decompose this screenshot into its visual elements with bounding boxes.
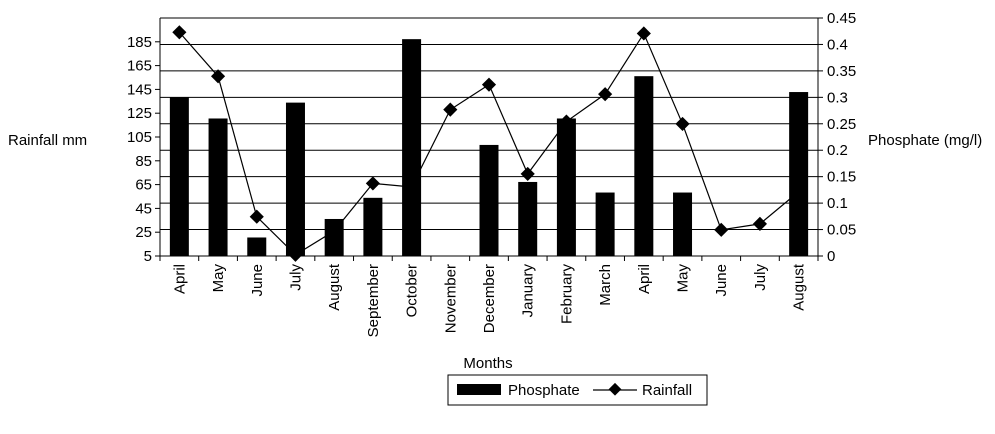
right-tick-label-2: 0.1 xyxy=(827,195,848,212)
left-axis-ticks: 5 25 45 65 85 105 125 145 165 185 xyxy=(127,34,160,265)
phosphate-bars xyxy=(169,39,809,257)
rainfall-marker-8 xyxy=(481,77,497,92)
phosphate-bar-9 xyxy=(518,181,538,256)
left-tick-label-0: 5 xyxy=(144,248,152,265)
rainfall-marker-4 xyxy=(327,223,342,239)
phosphate-bar-11 xyxy=(595,192,615,256)
category-label-2: June xyxy=(249,264,266,297)
rainfall-marker-9 xyxy=(520,166,535,181)
legend-phosphate-label: Phosphate xyxy=(508,382,580,399)
legend-rainfall-label: Rainfall xyxy=(642,382,692,399)
left-tick-label-1: 25 xyxy=(135,224,152,241)
left-tick-label-6: 125 xyxy=(127,105,152,122)
right-tick-label-0: 0 xyxy=(827,248,835,265)
category-label-8: December xyxy=(481,264,498,333)
right-axis-ticks: 0 0.05 0.1 0.15 0.2 0.25 0.3 0.35 0.4 0.45 xyxy=(818,10,856,265)
rainfall-marker-2 xyxy=(249,209,264,224)
category-label-15: July xyxy=(752,264,769,291)
category-label-9: January xyxy=(520,264,537,318)
rainfall-marker-5 xyxy=(365,176,380,191)
phosphate-bar-12 xyxy=(634,76,654,256)
category-label-5: September xyxy=(365,264,382,337)
axes xyxy=(159,18,819,261)
rainfall-marker-7 xyxy=(443,102,458,117)
rainfall-marker-14 xyxy=(714,222,729,237)
legend-phosphate-swatch xyxy=(457,384,501,395)
rainfall-marker-12 xyxy=(636,26,651,41)
rainfall-marker-16 xyxy=(791,184,806,199)
category-labels: April May June July August September October No… xyxy=(171,263,807,337)
category-label-11: March xyxy=(597,264,614,306)
right-tick-label-6: 0.3 xyxy=(827,89,848,106)
x-axis-title: Months xyxy=(463,355,512,372)
right-tick-label-3: 0.15 xyxy=(827,169,856,186)
rainfall-marker-15 xyxy=(752,216,768,231)
category-label-14: June xyxy=(713,264,730,297)
right-tick-label-4: 0.2 xyxy=(827,142,848,159)
phosphate-bar-10 xyxy=(556,118,576,256)
legend: Phosphate Rainfall xyxy=(447,374,708,406)
rainfall-marker-6 xyxy=(404,179,419,195)
category-label-0: April xyxy=(171,264,188,294)
phosphate-bar-13 xyxy=(673,192,693,256)
phosphate-bar-2 xyxy=(247,237,267,256)
category-label-7: November xyxy=(442,264,459,333)
right-axis-title: Phosphate (mg/l) xyxy=(868,132,982,149)
left-tick-label-4: 85 xyxy=(135,153,152,170)
phosphate-bar-8 xyxy=(479,144,499,256)
phosphate-bar-1 xyxy=(208,118,228,256)
rainfall-marker-10 xyxy=(559,114,574,129)
left-tick-label-9: 185 xyxy=(127,34,152,51)
left-tick-label-8: 165 xyxy=(127,58,152,75)
category-label-10: February xyxy=(558,264,575,325)
category-label-16: August xyxy=(791,263,808,311)
phosphate-bar-0 xyxy=(169,97,189,256)
phosphate-bar-6 xyxy=(402,39,422,257)
right-tick-label-5: 0.25 xyxy=(827,116,856,133)
rainfall-marker-11 xyxy=(598,87,613,102)
left-axis-title: Rainfall mm xyxy=(8,132,87,149)
rainfall-marker-13 xyxy=(675,116,690,131)
right-tick-label-7: 0.35 xyxy=(827,63,856,80)
right-tick-label-9: 0.45 xyxy=(827,10,856,27)
category-label-1: May xyxy=(210,264,227,293)
category-label-3: July xyxy=(287,264,304,291)
right-tick-label-8: 0.4 xyxy=(827,36,848,53)
left-tick-label-3: 65 xyxy=(135,177,152,194)
right-tick-label-1: 0.05 xyxy=(827,222,856,239)
left-tick-label-7: 145 xyxy=(127,81,152,98)
left-tick-label-5: 105 xyxy=(127,129,152,146)
category-label-4: August xyxy=(326,263,343,311)
phosphate-bar-5 xyxy=(363,197,383,256)
category-label-12: April xyxy=(636,264,653,294)
left-tick-label-2: 45 xyxy=(135,200,152,217)
category-label-6: October xyxy=(404,264,421,317)
phosphate-bar-16 xyxy=(789,92,809,257)
rainfall-marker-3 xyxy=(288,247,303,262)
category-label-13: May xyxy=(675,264,692,293)
phosphate-bar-3 xyxy=(285,102,305,256)
